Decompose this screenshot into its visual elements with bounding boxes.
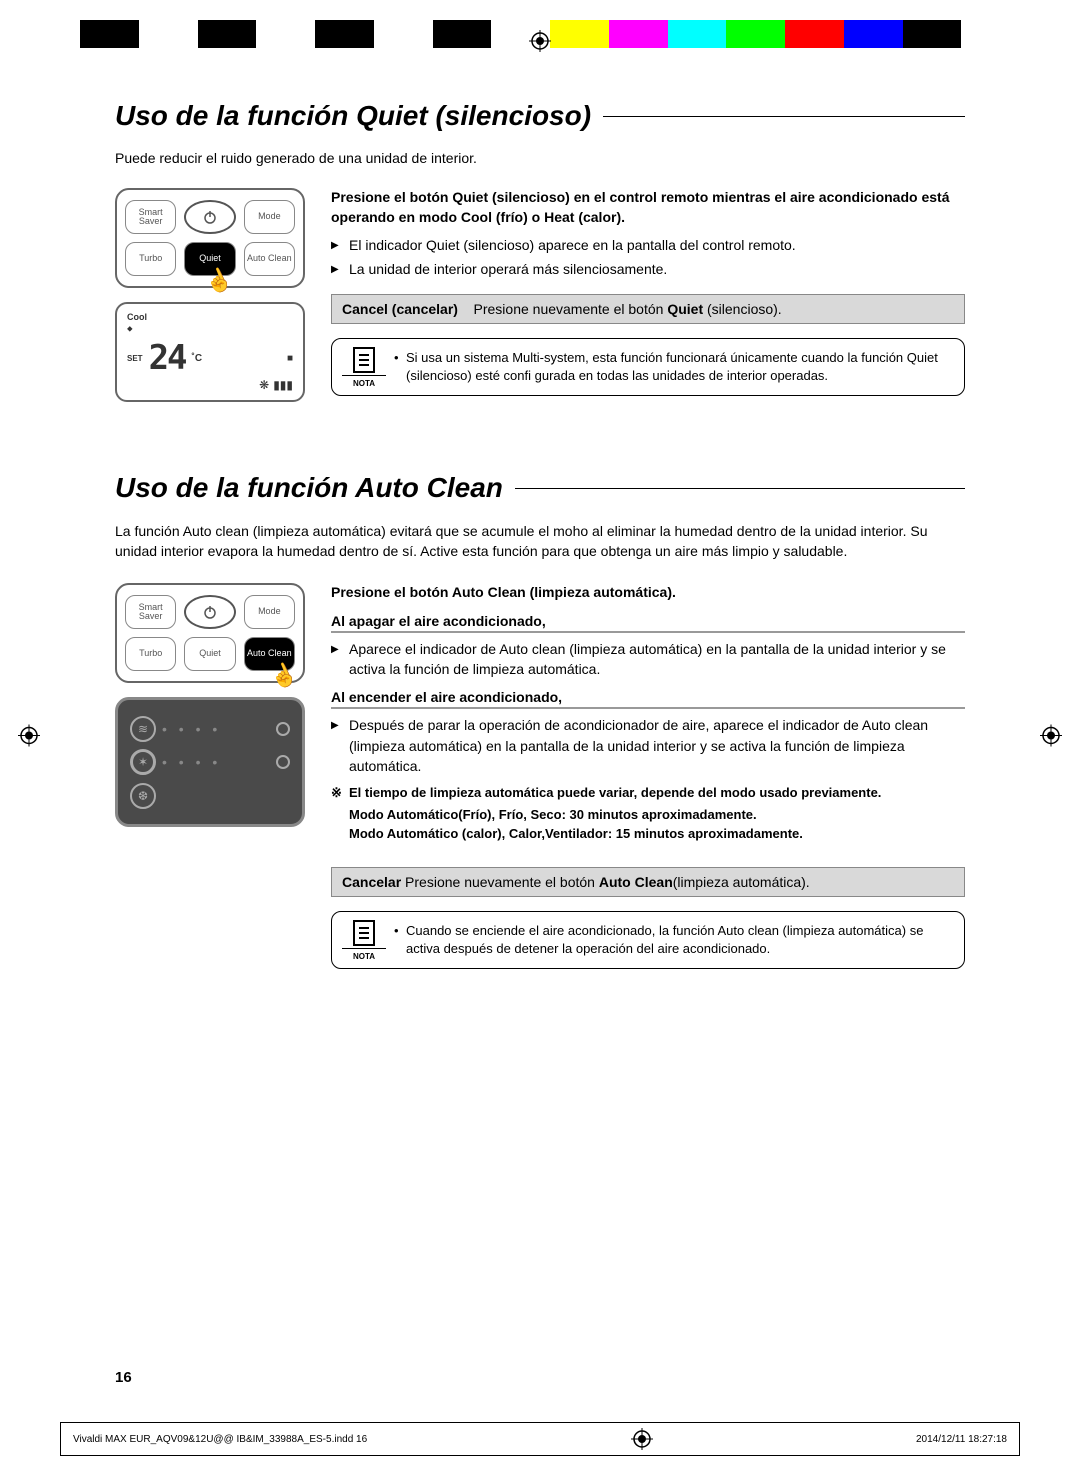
page-number: 16 (115, 1369, 132, 1386)
bullet-1a: El indicador Quiet (silencioso) aparece … (331, 235, 965, 255)
cancel-box-1: Cancel (cancelar) Presione nuevamente el… (331, 294, 965, 324)
star-1: El tiempo de limpieza automática puede v… (331, 784, 965, 802)
note-text-2: Cuando se enciende el aire acondicionado… (394, 922, 952, 958)
bullet-off: Aparece el indicador de Auto clean (limp… (331, 639, 965, 680)
remote-display-1: Cool ⬥ SET 24 ˚C ■ ❋▮▮▮ (115, 302, 305, 402)
cancel-text-2c: (limpieza automática). (673, 874, 810, 890)
section1-title: Uso de la función Quiet (silencioso) (115, 100, 965, 132)
cancel-text-1a: Presione nuevamente el botón (474, 301, 668, 317)
note-box-2: NOTA Cuando se enciende el aire acondici… (331, 911, 965, 969)
btn-turbo: Turbo (125, 242, 176, 276)
display-unit: ˚C (192, 353, 203, 364)
instruction-2: Presione el botón Auto Clean (limpieza a… (331, 583, 965, 603)
btn-quiet-2: Quiet (184, 637, 235, 671)
btn-smart-saver-2: Smart Saver (125, 595, 176, 629)
page-content: Uso de la función Quiet (silencioso) Pue… (115, 100, 965, 1376)
remote-control-1: Smart Saver Mode Turbo Quiet Auto Clean … (115, 188, 305, 288)
note-label-2: NOTA (342, 948, 386, 962)
sub-header-off: Al apagar el aire acondicionado, (331, 613, 965, 633)
section2-intro: La función Auto clean (limpieza automáti… (115, 522, 965, 561)
registration-mark-top (529, 30, 551, 57)
note-label-1: NOTA (342, 375, 386, 389)
bullet-1b: La unidad de interior operará más silenc… (331, 259, 965, 279)
display-mode: Cool (127, 312, 293, 322)
registration-mark-left (18, 725, 40, 752)
star-3: Modo Automático (calor), Calor,Ventilado… (331, 825, 965, 843)
registration-mark-bottom (631, 1428, 653, 1450)
cancel-text-1b: Quiet (667, 301, 703, 317)
display-temp: 24 (149, 338, 186, 378)
section2-title: Uso de la función Auto Clean (115, 472, 965, 504)
display-set: SET (127, 354, 143, 363)
print-footer: Vivaldi MAX EUR_AQV09&12U@@ IB&IM_33988A… (60, 1422, 1020, 1456)
btn-power (184, 200, 235, 234)
section1-title-text: Uso de la función Quiet (silencioso) (115, 100, 591, 132)
btn-turbo-2: Turbo (125, 637, 176, 671)
instruction-1: Presione el botón Quiet (silencioso) en … (331, 188, 965, 227)
cancel-text-2a: Presione nuevamente el botón (405, 874, 599, 890)
section2-title-text: Uso de la función Auto Clean (115, 472, 503, 504)
sub-header-on: Al encender el aire acondicionado, (331, 689, 965, 709)
title-rule (515, 488, 965, 489)
cancel-label-2: Cancelar (342, 874, 401, 890)
btn-smart-saver: Smart Saver (125, 200, 176, 234)
btn-mode-2: Mode (244, 595, 295, 629)
footer-file: Vivaldi MAX EUR_AQV09&12U@@ IB&IM_33988A… (73, 1434, 367, 1445)
cancel-text-1c: (silencioso). (703, 301, 782, 317)
footer-date: 2014/12/11 18:27:18 (916, 1434, 1007, 1445)
note-text-1: Si usa un sistema Multi-system, esta fun… (394, 349, 952, 385)
registration-mark-right (1040, 725, 1062, 752)
cancel-text-2b: Auto Clean (599, 874, 673, 890)
note-icon: NOTA (342, 347, 386, 389)
btn-mode: Mode (244, 200, 295, 234)
indoor-unit-display: ≋• • • • ✶• • • • ❆ (115, 697, 305, 827)
remote-control-2: Smart Saver Mode Turbo Quiet Auto Clean … (115, 583, 305, 683)
btn-power-2 (184, 595, 235, 629)
section1-intro: Puede reducir el ruido generado de una u… (115, 150, 965, 166)
cancel-box-2: Cancelar Presione nuevamente el botón Au… (331, 867, 965, 897)
note-box-1: NOTA Si usa un sistema Multi-system, est… (331, 338, 965, 396)
title-rule (603, 116, 965, 117)
cancel-label-1: Cancel (cancelar) (342, 301, 458, 317)
star-2: Modo Automático(Frío), Frío, Seco: 30 mi… (331, 806, 965, 824)
btn-autoclean: Auto Clean (244, 242, 295, 276)
bullet-on: Después de parar la operación de acondic… (331, 715, 965, 776)
note-icon-2: NOTA (342, 920, 386, 962)
